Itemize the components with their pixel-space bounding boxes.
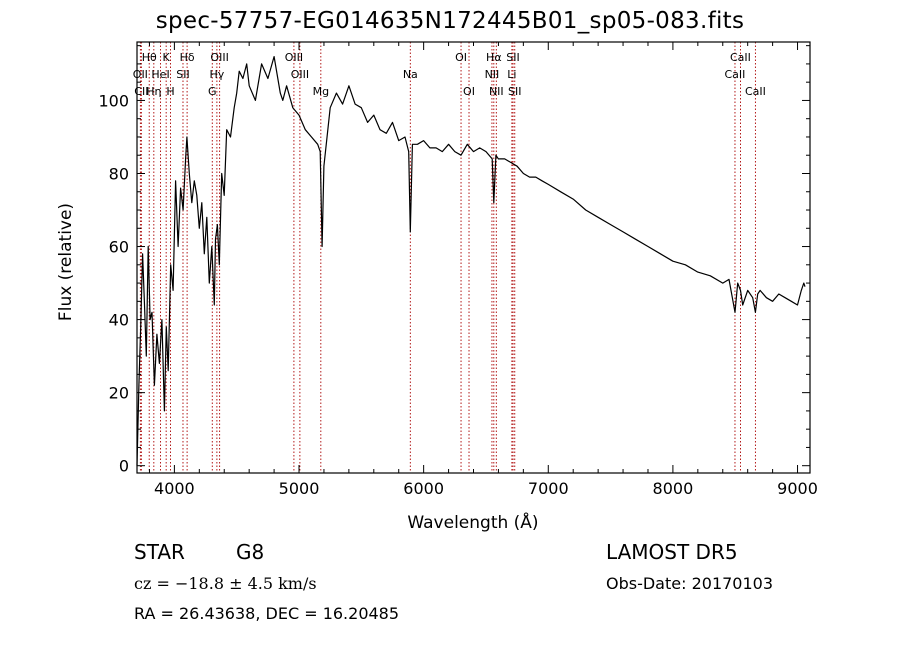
y-tick-label: 0 <box>119 457 129 476</box>
spectral-line-label: CaII <box>745 85 766 98</box>
object-class: STAR <box>134 540 185 564</box>
spectral-line-label: K <box>163 51 171 64</box>
x-axis-ticks: 4000 5000 6000 7000 8000 9000 <box>148 42 818 498</box>
spectral-line-label: Na <box>403 68 418 81</box>
spectral-line-label: H <box>166 85 174 98</box>
spectral-line-label: OI <box>455 51 467 64</box>
spectral-line-label: OI <box>463 85 475 98</box>
spectral-line-label: NII <box>489 85 504 98</box>
spectral-line-label: Li <box>507 68 516 81</box>
object-subclass: G8 <box>236 540 265 564</box>
spectral-line-label: SII <box>506 51 519 64</box>
x-axis-label: Wavelength (Å) <box>407 511 538 533</box>
spectral-line-label: Mg <box>313 85 329 98</box>
spectral-line-label: OIII <box>210 51 228 64</box>
spectral-line-label: HeI <box>151 68 169 81</box>
spectral-line-label: Hα <box>486 51 502 64</box>
spectral-line-label: Hγ <box>209 68 224 81</box>
x-tick-label: 9000 <box>777 479 818 498</box>
y-tick-label: 100 <box>98 91 129 110</box>
spectral-line-label: NII <box>485 68 500 81</box>
spectral-line-label: CaII <box>730 51 751 64</box>
redshift-velocity: cz = −18.8 ± 4.5 km/s <box>134 574 317 593</box>
y-tick-label: 60 <box>109 238 129 257</box>
spectral-line-label: OIII <box>285 51 303 64</box>
x-tick-label: 7000 <box>528 479 569 498</box>
y-tick-label: 20 <box>109 384 129 403</box>
plot-frame <box>136 41 811 474</box>
spectral-line-markers <box>139 42 756 473</box>
spectral-line-label: Hη <box>146 85 161 98</box>
y-axis-ticks: 0 20 40 60 80 100 <box>98 45 810 476</box>
y-tick-label: 40 <box>109 311 129 330</box>
x-tick-label: 5000 <box>279 479 320 498</box>
spectral-line-label: Hδ <box>180 51 195 64</box>
spectral-line-label: CII <box>134 85 148 98</box>
y-tick-label: 80 <box>109 164 129 183</box>
coordinates: RA = 26.43638, DEC = 16.20485 <box>134 604 400 623</box>
spectral-line-label: OII <box>133 68 148 81</box>
spectrum-line <box>136 56 806 466</box>
y-axis-label: Flux (relative) <box>56 203 76 321</box>
spectral-line-label: CaII <box>725 68 746 81</box>
survey-name: LAMOST DR5 <box>606 540 738 564</box>
spectral-line-label: Hθ <box>142 51 157 64</box>
x-tick-label: 8000 <box>653 479 694 498</box>
spectral-line-labels: Hθ K Hδ OIII OIII OI Hα SII CaII OII HeI SII Hγ OIII N… <box>133 51 766 98</box>
x-tick-label: 4000 <box>154 479 195 498</box>
spectral-line-label: G <box>208 85 217 98</box>
spectral-line-label: SII <box>176 68 189 81</box>
spectral-line-label: OIII <box>291 68 309 81</box>
observation-date: Obs-Date: 20170103 <box>606 574 774 593</box>
x-tick-label: 6000 <box>403 479 444 498</box>
chart-title: spec-57757-EG014635N172445B01_sp05-083.f… <box>155 8 745 34</box>
spectral-line-label: SII <box>508 85 521 98</box>
